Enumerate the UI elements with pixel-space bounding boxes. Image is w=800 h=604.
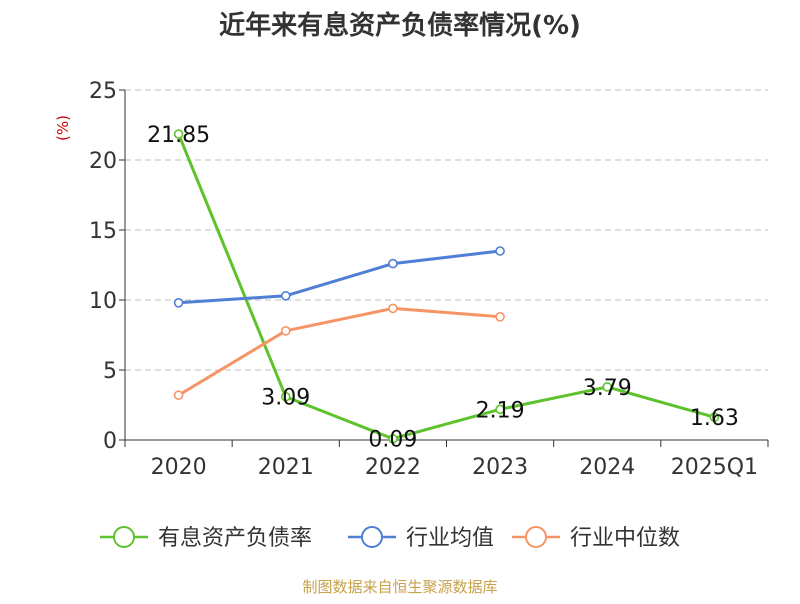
legend-label: 行业均值 (406, 526, 494, 551)
data-label: 3.09 (261, 386, 310, 411)
data-point (495, 246, 505, 256)
x-tick-label: 2024 (579, 455, 635, 480)
source-note: 制图数据来自恒生聚源数据库 (302, 578, 497, 596)
data-point (602, 382, 613, 392)
x-tick-label: 2023 (472, 455, 528, 480)
legend: 有息资产负债率 行业均值 行业中位数 (100, 526, 680, 551)
y-tick-label: 25 (89, 79, 117, 104)
series-line (177, 133, 715, 441)
data-label: 3.79 (583, 376, 632, 401)
legend-marker (113, 526, 135, 548)
data-point (173, 390, 184, 401)
data-label: 21.85 (147, 123, 210, 148)
series-lines (173, 129, 720, 444)
data-point (280, 325, 291, 336)
data-point (388, 258, 398, 269)
y-tick-label: 5 (103, 359, 117, 384)
data-point (280, 290, 291, 301)
legend-marker (525, 526, 547, 548)
y-tick-label: 15 (89, 219, 117, 244)
data-point (709, 412, 720, 422)
data-point (388, 433, 398, 444)
data-point (495, 404, 505, 415)
legend-marker (361, 526, 383, 548)
y-axis-label: (%) (54, 115, 72, 141)
data-label: 1.63 (690, 406, 739, 431)
x-tick-label: 2020 (151, 455, 207, 480)
x-tick-label: 2021 (258, 455, 314, 480)
legend-label: 有息资产负债率 (158, 526, 312, 551)
series-line (177, 306, 501, 397)
data-point (280, 391, 291, 402)
y-tick-label: 20 (89, 149, 117, 174)
data-label: 2.19 (476, 398, 525, 423)
x-tick-label: 2025Q1 (671, 455, 758, 480)
y-tick-label: 10 (89, 289, 117, 314)
series-line (178, 249, 501, 305)
axes: 0 5 10 15 20 25 2020 2021 2022 2023 2024 2025Q1 (89, 79, 769, 480)
data-point (495, 311, 505, 322)
data-point (173, 297, 184, 308)
x-tick-label: 2022 (365, 455, 421, 480)
grid-lines (125, 89, 768, 371)
data-point (388, 303, 398, 314)
y-tick-label: 0 (103, 429, 117, 454)
data-labels: 21.85 3.09 0.09 2.19 3.79 1.63 (147, 123, 739, 453)
legend-label: 行业中位数 (570, 526, 680, 551)
chart-title: 近年来有息资产负债率情况(%) (219, 10, 581, 41)
data-point (173, 129, 184, 139)
data-label: 0.09 (368, 428, 417, 453)
